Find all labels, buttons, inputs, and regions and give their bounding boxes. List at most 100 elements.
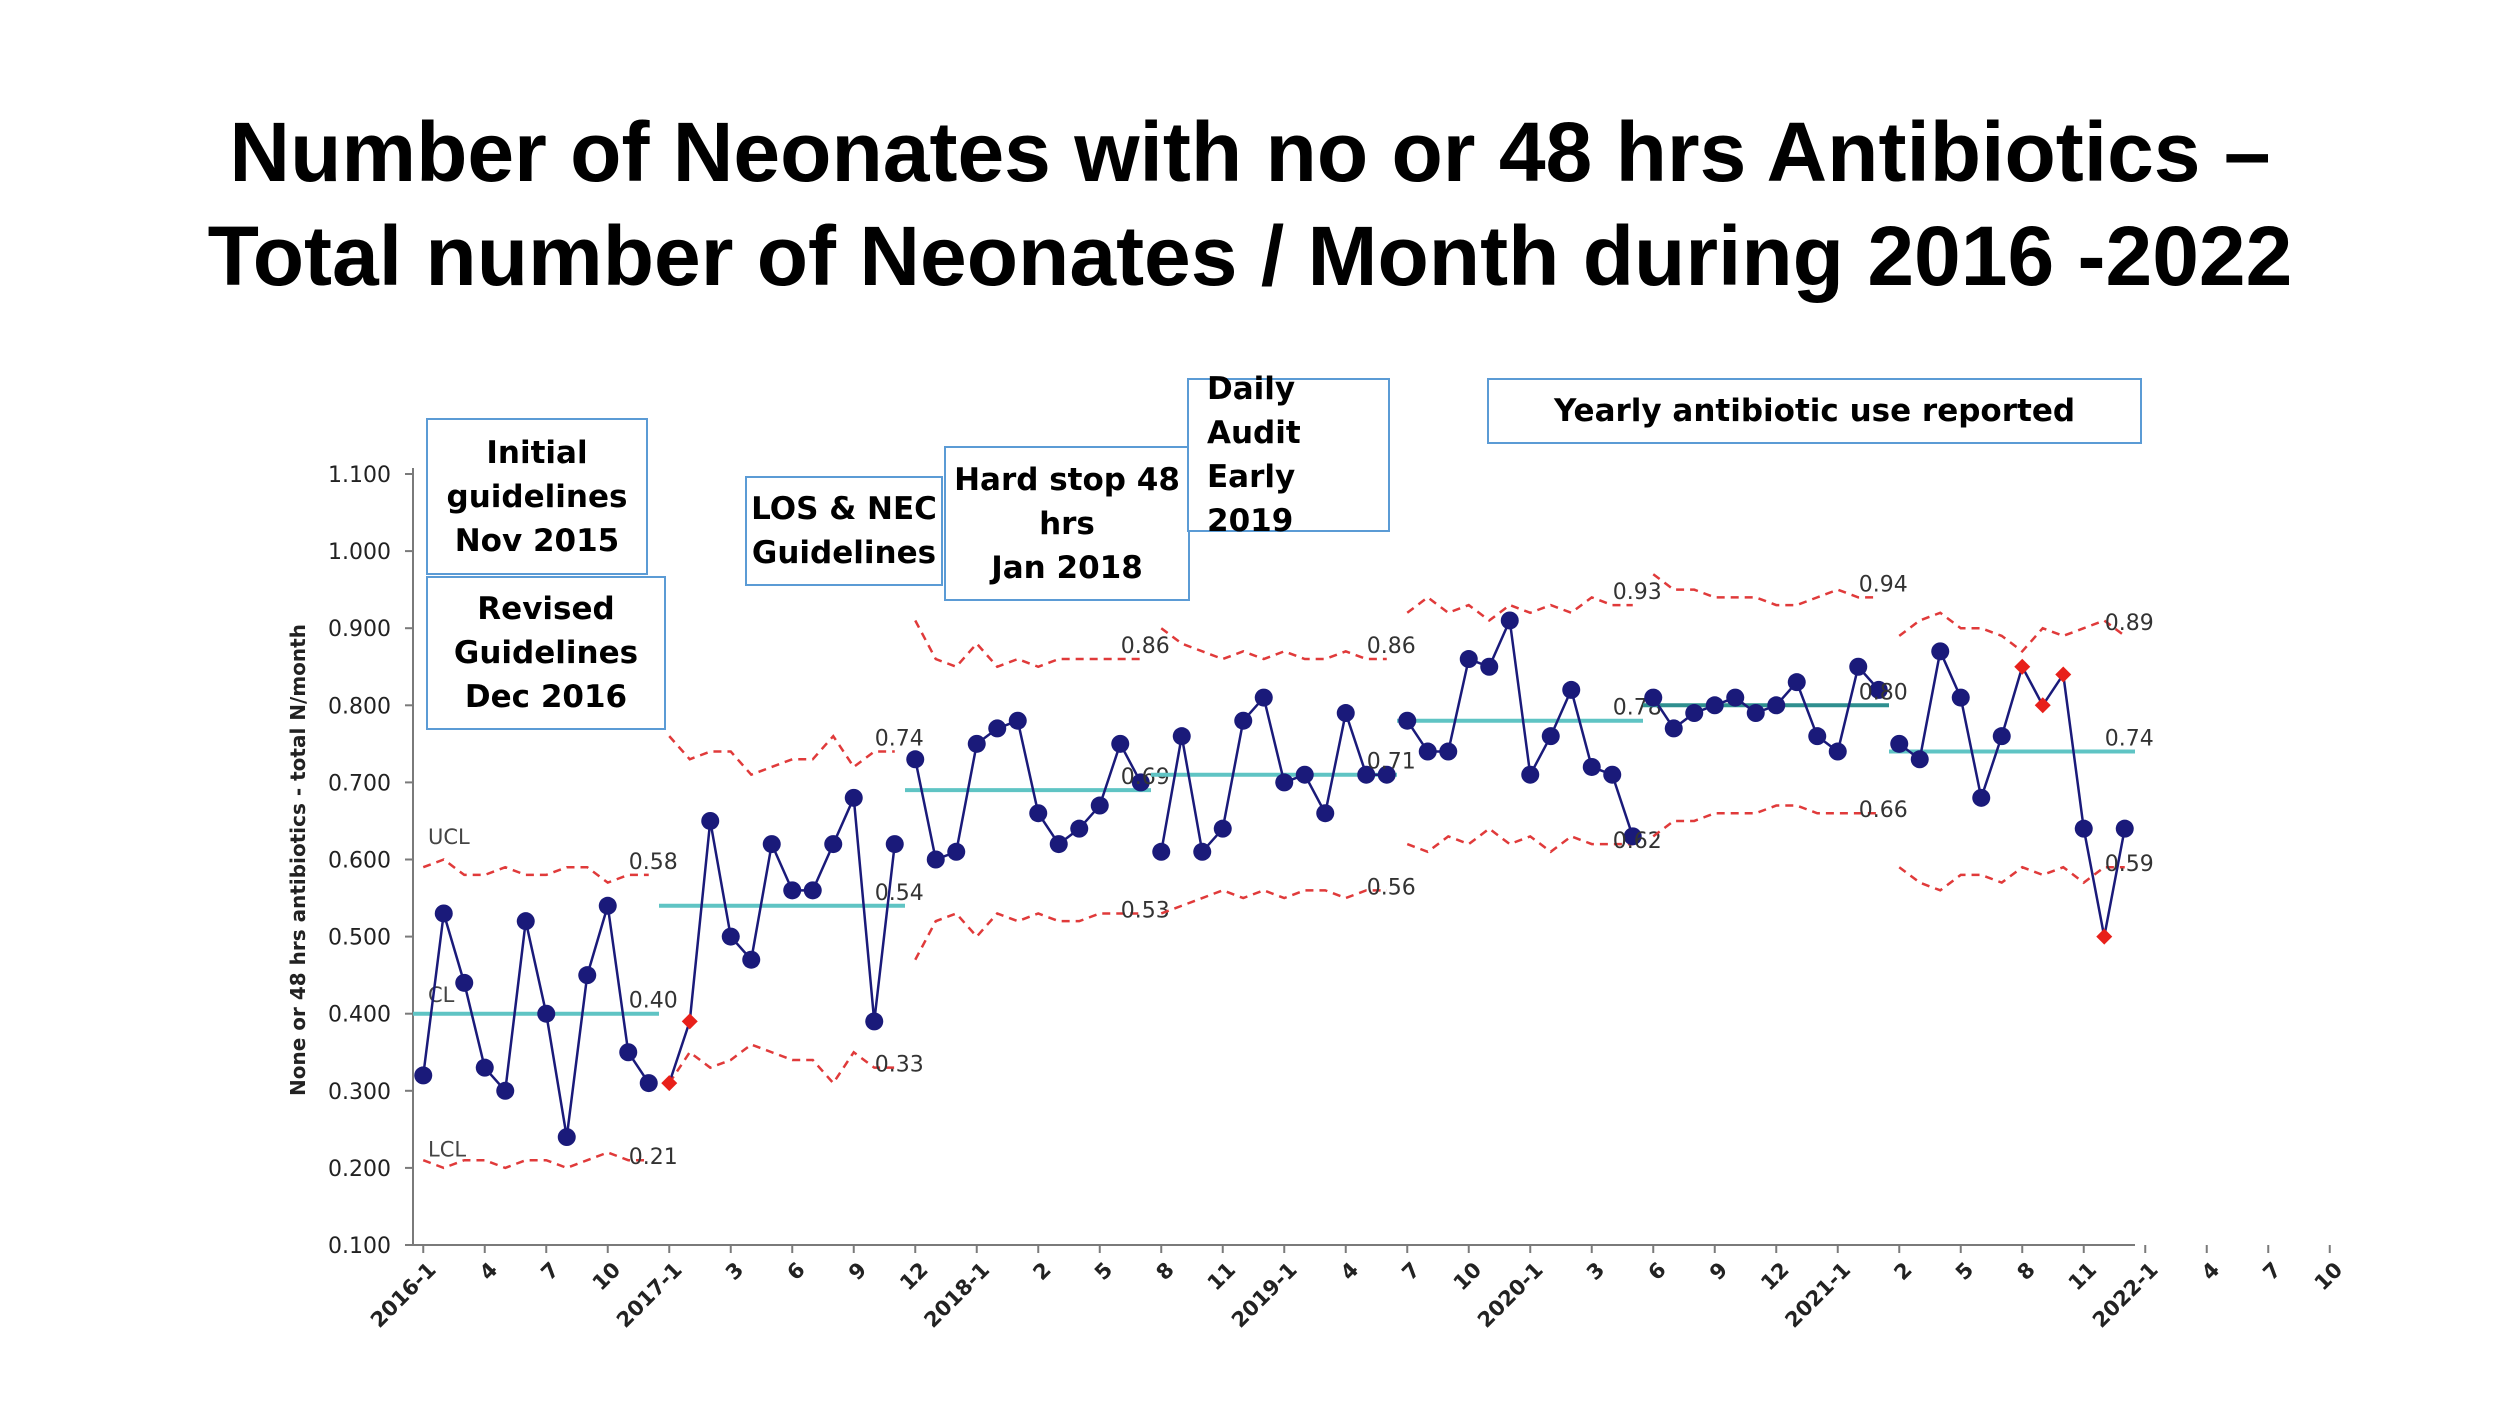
x-tick-label: 2021-1: [1780, 1258, 1855, 1333]
data-point: [639, 1074, 658, 1093]
data-point: [434, 904, 453, 923]
data-point: [1849, 657, 1868, 676]
ucl-value-label: 0.86: [1121, 634, 1170, 659]
data-point: [1644, 688, 1663, 707]
lcl-value-label: 0.59: [2105, 852, 2154, 877]
segment-2018: 0.86 0.69 0.53: [905, 619, 1170, 961]
data-point: [721, 927, 740, 946]
data-point: [1070, 819, 1089, 838]
y-tick-label: 0.900: [328, 617, 391, 642]
ucl-value-label: 0.74: [875, 727, 924, 752]
annotation-revised-guidelines: Revised Guidelines Dec 2016: [426, 576, 666, 730]
data-point: [1726, 688, 1745, 707]
data-point: [1603, 765, 1622, 784]
data-point: [803, 881, 822, 900]
data-point: [475, 1058, 494, 1077]
data-point: [1172, 727, 1191, 746]
data-line: [1160, 694, 1387, 855]
data-point: [865, 1012, 884, 1031]
data-point: [578, 966, 597, 985]
data-point: [496, 1081, 515, 1100]
limit-label-lcl: LCL: [428, 1137, 466, 1161]
data-point: [1439, 742, 1458, 761]
cl-value-label: 0.80: [1859, 680, 1908, 705]
ucl-line: [1406, 595, 1633, 623]
data-point: [1951, 688, 1970, 707]
x-tick-label: 8: [1151, 1258, 1178, 1285]
x-tick-label: 6: [1643, 1258, 1670, 1285]
data-point: [1500, 611, 1519, 630]
x-tick-label: 2016-1: [366, 1258, 441, 1333]
x-tick-label: 2022-1: [2088, 1258, 2163, 1333]
data-point: [1910, 750, 1929, 769]
y-tick-label: 0.500: [328, 926, 391, 951]
ucl-value-label: 0.93: [1613, 580, 1662, 605]
x-tick-label: 9: [1705, 1258, 1732, 1285]
lcl-line: [422, 1151, 649, 1170]
data-point: [742, 950, 761, 969]
data-line: [1898, 647, 2126, 937]
data-point: [1808, 727, 1827, 746]
annotation-initial-guidelines: Initial guidelines Nov 2015: [426, 418, 648, 575]
x-tick-label: 4: [475, 1258, 502, 1285]
x-tick-label: 10: [1449, 1258, 1487, 1296]
data-point: [1049, 835, 1068, 854]
y-tick-label: 0.100: [328, 1234, 391, 1259]
cl-value-label: 0.40: [629, 989, 678, 1014]
x-tick-label: 2: [1889, 1258, 1916, 1285]
data-point: [1705, 696, 1724, 715]
data-point: [1562, 680, 1581, 699]
data-point: [1254, 688, 1273, 707]
data-line: [422, 905, 650, 1138]
x-tick-label: 5: [1090, 1258, 1117, 1285]
x-tick-label: 2018-1: [919, 1258, 994, 1333]
annotation-revised-guidelines-text: Revised Guidelines Dec 2016: [453, 591, 639, 715]
cl-value-label: 0.54: [875, 881, 924, 906]
data-point: [1623, 827, 1642, 846]
cl-value-label: 0.71: [1367, 750, 1416, 775]
x-tick-label: 11: [2064, 1258, 2102, 1296]
lcl-value-label: 0.56: [1367, 875, 1416, 900]
data-point: [1767, 696, 1786, 715]
ucl-line: [1652, 573, 1879, 607]
data-point: [1685, 704, 1704, 723]
y-tick-label: 0.300: [328, 1080, 391, 1105]
x-tick-label: 2017-1: [612, 1258, 687, 1333]
data-point: [598, 896, 617, 915]
x-tick-label: 9: [844, 1258, 871, 1285]
ucl-value-label: 0.89: [2105, 611, 2154, 636]
annotation-yearly-antibiotic-use-text: Yearly antibiotic use reported: [1553, 393, 2076, 429]
x-tick-label: 7: [2258, 1258, 2285, 1285]
data-point: [1869, 680, 1888, 699]
data-point: [1398, 711, 1417, 730]
cl-value-label: 0.74: [2105, 727, 2154, 752]
ucl-line: [668, 734, 895, 777]
x-tick-label: 7: [536, 1258, 563, 1285]
data-point: [1746, 704, 1765, 723]
data-point: [1541, 727, 1560, 746]
lcl-line: [1160, 889, 1387, 915]
x-tick-label: 2020-1: [1473, 1258, 1548, 1333]
data-point: [1213, 819, 1232, 838]
y-tick-label: 1.100: [328, 463, 391, 488]
data-point: [1931, 642, 1950, 661]
cl-value-label: 0.69: [1121, 765, 1170, 790]
data-point: [824, 835, 843, 854]
data-line: [1406, 615, 1634, 837]
x-tick-label: 4: [1336, 1258, 1363, 1285]
segment-2022: 0.89 0.74 0.59: [1889, 611, 2154, 945]
data-point: [1972, 788, 1991, 807]
x-tick-label: 8: [2012, 1258, 2039, 1285]
annotation-yearly-antibiotic-use: Yearly antibiotic use reported: [1487, 378, 2142, 444]
y-tick-label: 0.700: [328, 771, 391, 796]
x-tick-label: 4: [2197, 1258, 2224, 1285]
data-point: [1459, 650, 1478, 669]
lcl-line: [914, 911, 1141, 961]
data-point: [906, 750, 925, 769]
data-point: [762, 835, 781, 854]
data-point: [1090, 796, 1109, 815]
data-point: [1890, 734, 1909, 753]
data-point: [701, 811, 720, 830]
lcl-line: [668, 1043, 895, 1086]
y-tick-label: 0.800: [328, 694, 391, 719]
